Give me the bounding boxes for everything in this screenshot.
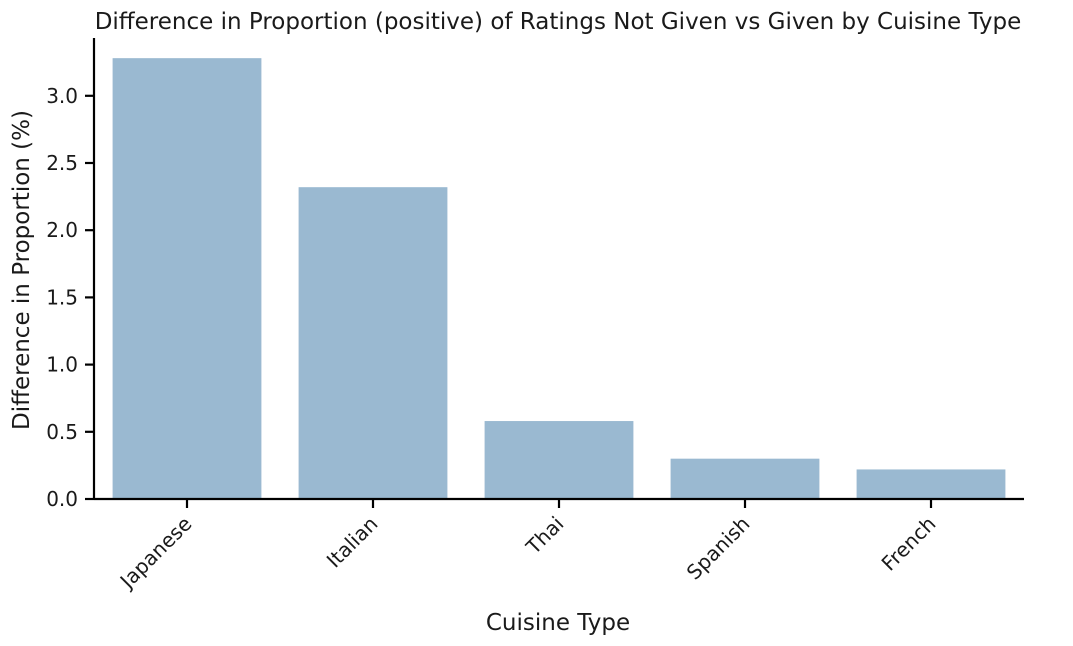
bar-spanish [670,458,820,499]
chart-title: Difference in Proportion (positive) of R… [95,9,1022,35]
bar-thai [484,421,634,499]
y-axis-ticks: 0.0 0.5 1.0 1.5 2.0 2.5 3.0 [46,84,94,511]
y-tick-label: 0.5 [46,420,78,444]
x-axis-ticks: Japanese Italian Thai Spanish French [114,499,941,594]
bar-italian [298,187,448,499]
y-tick-label: 0.0 [46,487,78,511]
bars-group [112,58,1006,500]
bar-french [856,469,1006,499]
y-axis-label: Difference in Proportion (%) [9,110,35,430]
x-axis-label: Cuisine Type [486,610,630,636]
bar-japanese [112,58,262,500]
x-tick-label-thai: Thai [521,512,569,560]
x-tick-label-japanese: Japanese [114,512,197,595]
y-tick-label: 1.5 [46,285,78,309]
x-tick-label-italian: Italian [322,512,383,573]
y-tick-label: 1.0 [46,353,78,377]
x-tick-label-french: French [877,512,941,576]
x-tick-label-spanish: Spanish [682,512,755,585]
y-tick-label: 3.0 [46,84,78,108]
y-tick-label: 2.0 [46,218,78,242]
y-tick-label: 2.5 [46,151,78,175]
